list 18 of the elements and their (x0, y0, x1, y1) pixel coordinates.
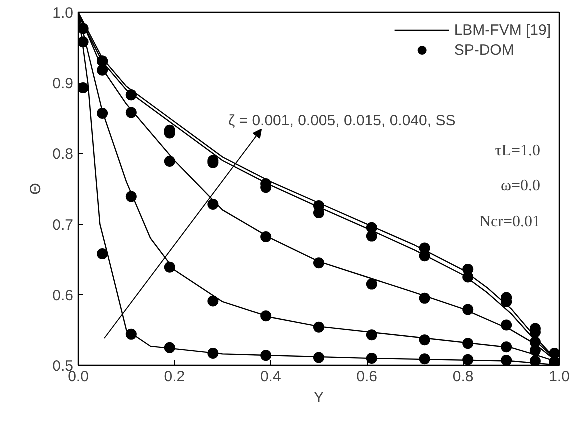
y-tick-label: 1.0 (52, 5, 74, 22)
y-tick-label: 0.9 (52, 76, 74, 93)
annotation: ζ = 0.001, 0.005, 0.015, 0.040, SS (228, 112, 456, 130)
x-tick-label: 0.6 (356, 368, 378, 386)
x-axis-title: Y (314, 390, 324, 406)
x-tick-label: 0.2 (164, 368, 186, 386)
annotation: τL=1.0 (495, 142, 541, 160)
x-tick-label: 0.4 (260, 368, 282, 386)
y-axis-title: Θ (28, 183, 45, 195)
annotation: ω=0.0 (500, 178, 541, 194)
y-tick-label: 0.7 (52, 216, 74, 234)
legend-label: LBM-FVM [19] (454, 22, 551, 38)
y-tick-label: 0.8 (52, 146, 74, 164)
y-tick-label: 0.6 (52, 287, 74, 304)
x-tick-label: 1.0 (549, 368, 570, 386)
x-tick-label: 0.8 (452, 368, 474, 386)
legend-label: SP-DOM (454, 42, 514, 58)
annotation: Ncr=0.01 (479, 214, 541, 230)
